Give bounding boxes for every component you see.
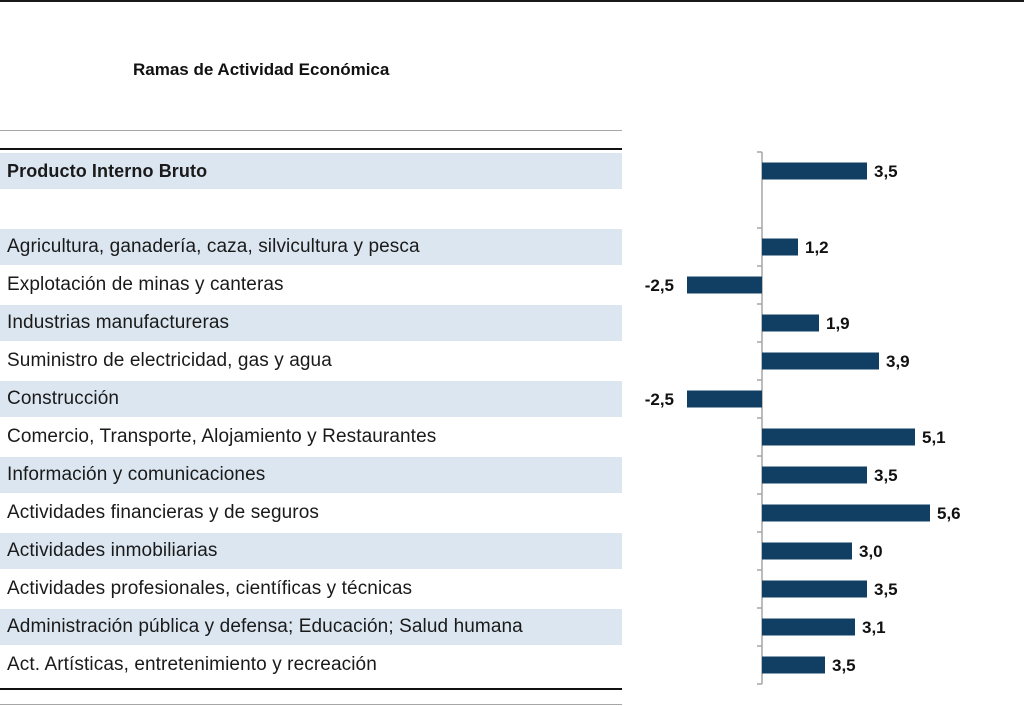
chart-title: Ramas de Actividad Económica <box>133 60 390 79</box>
bar <box>762 504 930 522</box>
data-label: -2,5 <box>645 276 674 295</box>
row-background <box>0 609 622 645</box>
row-background <box>0 305 622 341</box>
category-label: Información y comunicaciones <box>7 464 266 485</box>
table-row: Suministro de electricidad, gas y agua <box>0 342 622 380</box>
category-label: Comercio, Transporte, Alojamiento y Rest… <box>7 426 437 447</box>
category-label: Actividades financieras y de seguros <box>7 502 319 523</box>
row-background <box>0 381 622 417</box>
table-bottom-rule <box>0 688 622 690</box>
table-row: Industrias manufactureras <box>0 304 622 342</box>
bar <box>762 656 825 674</box>
table-row: Actividades profesionales, científicas y… <box>0 570 622 608</box>
data-label: 3,0 <box>859 542 883 561</box>
table-row: Explotación de minas y canteras <box>0 266 622 304</box>
table-row: Actividades inmobiliarias <box>0 532 622 570</box>
data-label: 3,9 <box>886 352 910 371</box>
category-label: Construcción <box>7 388 120 409</box>
row-background <box>0 229 622 265</box>
data-label: 3,5 <box>874 162 898 181</box>
data-label: 1,9 <box>826 314 850 333</box>
bar <box>762 314 819 332</box>
category-table: Producto Interno Bruto Agricultura, ganad… <box>0 152 622 684</box>
table-row: Actividades financieras y de seguros <box>0 494 622 532</box>
table-row: Construcción <box>0 380 622 418</box>
category-label: Explotación de minas y canteras <box>7 274 284 295</box>
table-top-rule <box>0 148 622 150</box>
data-label: 3,5 <box>874 580 898 599</box>
row-background <box>0 533 622 569</box>
row-background <box>0 153 622 189</box>
category-label: Industrias manufactureras <box>7 312 230 333</box>
bar <box>762 162 867 180</box>
data-label: 3,1 <box>862 618 886 637</box>
category-label: Producto Interno Bruto <box>7 160 208 181</box>
category-label: Actividades profesionales, científicas y… <box>7 578 413 599</box>
bar <box>762 542 852 560</box>
data-label: 3,5 <box>832 656 856 675</box>
row-background <box>0 457 622 493</box>
top-rule <box>0 0 1024 2</box>
bar <box>762 618 855 636</box>
table-row: Act. Artísticas, entretenimiento y recre… <box>0 646 622 684</box>
data-label: 3,5 <box>874 466 898 485</box>
bar <box>762 580 867 598</box>
table-row: Administración pública y defensa; Educac… <box>0 608 622 646</box>
bar <box>687 390 762 408</box>
data-label: -2,5 <box>645 390 674 409</box>
category-label: Actividades inmobiliarias <box>7 540 218 561</box>
table-row: Producto Interno Bruto <box>0 152 622 190</box>
bar <box>762 352 879 370</box>
bar <box>687 276 762 294</box>
bar <box>762 238 798 256</box>
bar <box>762 428 915 446</box>
data-label: 1,2 <box>805 238 829 257</box>
bar <box>762 466 867 484</box>
table-row: Información y comunicaciones <box>0 456 622 494</box>
category-label: Act. Artísticas, entretenimiento y recre… <box>7 654 377 675</box>
category-label: Administración pública y defensa; Educac… <box>7 616 523 637</box>
category-label: Suministro de electricidad, gas y agua <box>7 350 332 371</box>
table-row: Agricultura, ganadería, caza, silvicultu… <box>0 228 622 266</box>
data-label: 5,6 <box>937 504 961 523</box>
table-row: Comercio, Transporte, Alojamiento y Rest… <box>0 418 622 456</box>
footer-divider <box>0 704 622 705</box>
data-label: 5,1 <box>922 428 946 447</box>
category-label: Agricultura, ganadería, caza, silvicultu… <box>7 236 420 257</box>
header-divider <box>0 130 622 131</box>
